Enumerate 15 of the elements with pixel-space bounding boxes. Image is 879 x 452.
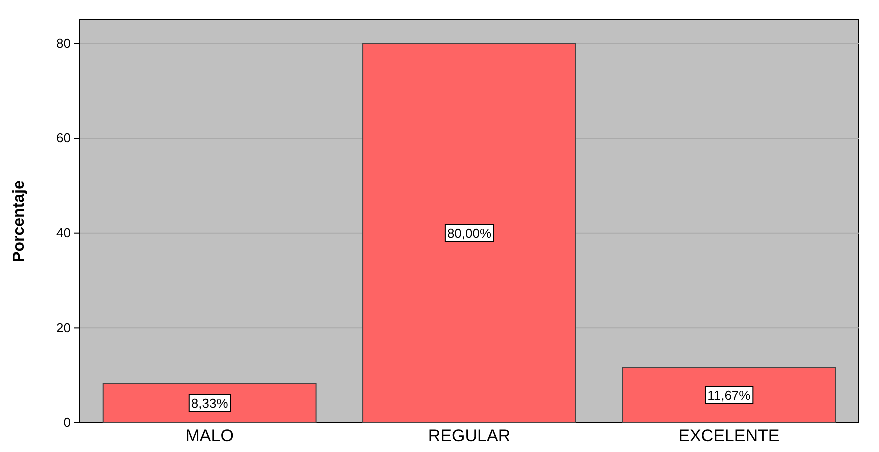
bar [362,43,576,424]
bar [622,367,836,424]
x-tick-label: EXCELENTE [678,426,780,446]
data-label: 80,00% [447,226,492,241]
bar [102,383,317,424]
y-tick-label: 20 [56,320,71,336]
data-label: 8,33% [191,396,229,411]
y-tick-label: 0 [64,415,71,430]
x-tick-label: MALO [186,426,234,446]
y-tick-label: 60 [56,130,71,146]
y-axis-title: Porcentaje [11,180,28,262]
data-label: 11,67% [708,388,752,403]
y-tick-label: 80 [56,36,71,51]
x-tick-label: REGULAR [428,426,511,446]
y-tick-label: 40 [56,226,71,241]
